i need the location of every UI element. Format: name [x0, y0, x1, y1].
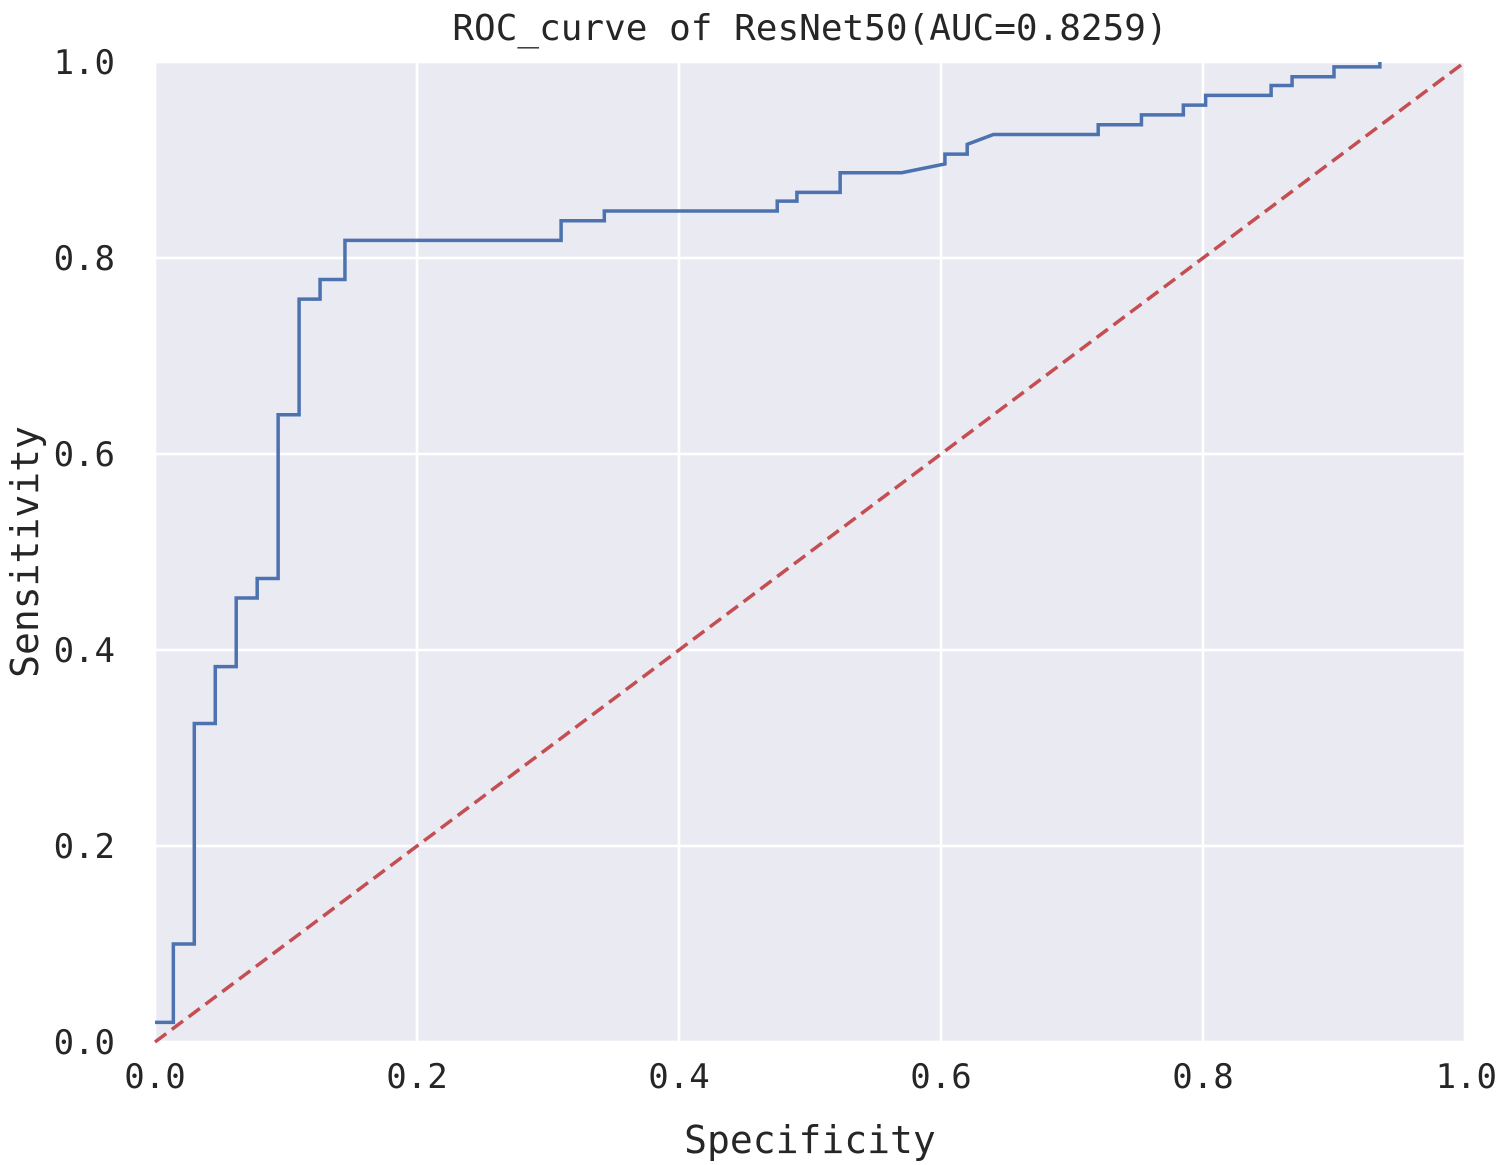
- x-tick-label: 0.0: [124, 1057, 185, 1097]
- roc-curve-line: [155, 62, 1382, 1025]
- y-tick-label: 0.0: [54, 1023, 115, 1063]
- y-axis-title: Sensitivity: [3, 426, 47, 678]
- x-axis-title: Specificity: [684, 1118, 936, 1162]
- y-tick-label: 0.6: [54, 435, 115, 475]
- x-tick-label: 1.0: [1436, 1057, 1497, 1097]
- x-tick-label: 0.2: [386, 1057, 447, 1097]
- grid-lines: [153, 60, 1467, 1044]
- x-tick-label: 0.6: [910, 1057, 971, 1097]
- y-tick-label: 0.4: [54, 631, 115, 671]
- plot-area: [155, 62, 1465, 1042]
- series-layer: [153, 60, 1467, 1044]
- y-tick-label: 1.0: [54, 43, 115, 83]
- y-tick-label: 0.2: [54, 827, 115, 867]
- x-tick-label: 0.4: [648, 1057, 709, 1097]
- tick-labels: 0.0 0.2 0.4 0.6 0.8 1.0 0.0 0.2 0.4 0.6 0.8 1.0: [54, 43, 1497, 1097]
- y-tick-label: 0.8: [54, 239, 115, 279]
- x-tick-label: 0.8: [1172, 1057, 1233, 1097]
- chart-title: ROC_curve of ResNet50(AUC=0.8259): [452, 8, 1167, 49]
